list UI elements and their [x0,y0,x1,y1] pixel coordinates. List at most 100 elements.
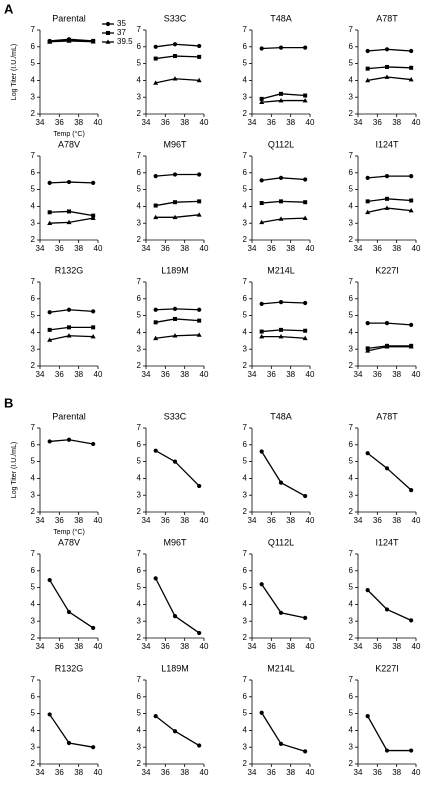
marker [172,306,178,311]
y-tick-label: 6 [243,440,248,449]
x-tick-label: 40 [200,244,209,253]
y-tick-label: 4 [243,76,248,85]
marker [384,321,390,326]
x-tick-label: 38 [74,642,83,651]
subplot-title: A78V [58,537,80,547]
y-tick-label: 4 [137,474,142,483]
y-tick-label: 7 [349,423,354,432]
y-tick-label: 4 [349,474,354,483]
series-line [367,452,412,491]
series-line [367,207,412,213]
x-tick-label: 40 [200,768,209,777]
subplot-title: L189M [161,663,189,673]
x-tick-label: 36 [161,244,170,253]
marker [91,745,96,750]
y-tick-label: 7 [137,675,142,684]
x-tick-label: 40 [306,516,315,525]
y-tick-label: 6 [137,294,142,303]
x-tick-label: 34 [142,768,151,777]
y-tick-label: 7 [349,277,354,286]
series-line [49,714,94,748]
subplot-title: I124T [375,537,399,547]
x-tick-label: 38 [392,370,401,379]
y-tick-label: 2 [243,507,248,516]
marker [409,48,414,54]
y-tick-label: 2 [31,235,36,244]
subplot-title: I124T [375,139,399,149]
marker [197,43,202,49]
marker [259,219,265,225]
y-tick-label: 5 [243,311,248,320]
x-tick-label: 38 [392,516,401,525]
y-tick-label: 2 [349,235,354,244]
y-tick-label: 5 [31,457,36,466]
y-tick-label: 5 [31,583,36,592]
marker [259,449,264,454]
y-tick-label: 5 [137,709,142,718]
y-tick-label: 4 [243,600,248,609]
y-tick-label: 2 [137,633,142,642]
marker [365,66,370,71]
marker [173,200,177,205]
marker [153,214,159,220]
x-tick-label: 34 [248,642,257,651]
y-tick-label: 3 [243,742,248,751]
x-tick-label: 38 [74,118,83,127]
y-tick-label: 2 [137,235,142,244]
y-tick-label: 2 [349,633,354,642]
subplot-title: T48A [270,13,292,23]
y-tick-label: 7 [243,25,248,34]
y-tick-label: 6 [137,566,142,575]
marker [153,56,158,61]
marker [47,712,52,717]
marker [279,91,283,96]
marker [197,483,202,489]
x-tick-label: 40 [412,642,421,651]
y-tick-label: 7 [31,277,36,286]
marker [302,97,308,103]
marker [172,42,178,47]
marker [259,99,265,105]
marker [409,198,414,203]
x-tick-label: 38 [74,768,83,777]
marker [259,178,264,183]
x-tick-label: 38 [392,642,401,651]
x-tick-label: 36 [373,370,382,379]
marker [153,714,158,719]
subplot-title: K227I [375,265,399,275]
x-tick-label: 36 [267,370,276,379]
series-line [261,217,306,224]
y-tick-label: 6 [243,566,248,575]
series-line [367,48,412,52]
subplot-title: A78V [58,139,80,149]
marker [384,344,390,349]
y-tick-label: 4 [137,76,142,85]
subplot-title: Parental [52,13,86,23]
subplot-title: K227I [375,663,399,673]
y-tick-label: 4 [31,76,36,85]
y-tick-label: 4 [31,328,36,337]
y-tick-label: 5 [243,709,248,718]
x-tick-label: 40 [94,118,103,127]
y-axis-label: Log Titer (I.U./mL) [11,44,18,100]
marker [66,307,72,312]
x-tick-label: 36 [161,370,170,379]
y-tick-label: 3 [31,742,36,751]
subplot-title: Parental [52,411,86,421]
y-tick-label: 3 [31,344,36,353]
x-tick-label: 34 [36,118,45,127]
y-tick-label: 4 [31,726,36,735]
marker [278,334,284,339]
series-line [155,318,200,323]
x-tick-label: 36 [55,118,64,127]
y-tick-label: 2 [137,507,142,516]
marker [365,321,370,326]
x-tick-label: 36 [161,768,170,777]
series-line [155,715,200,747]
y-tick-label: 2 [31,759,36,768]
x-tick-label: 34 [248,244,257,253]
series-line [261,99,306,103]
marker [172,76,178,81]
x-tick-label: 34 [36,516,45,525]
y-tick-label: 2 [31,361,36,370]
